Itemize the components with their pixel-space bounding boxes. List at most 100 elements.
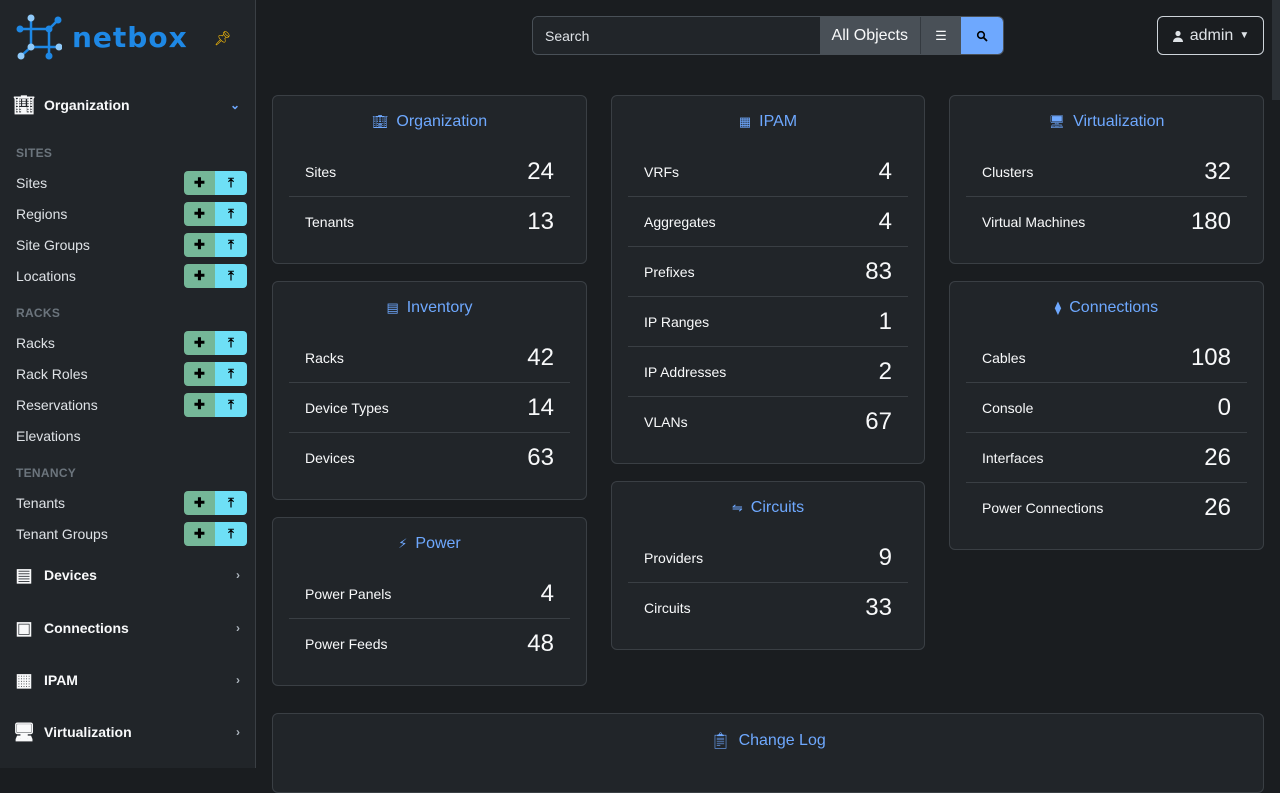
server-icon: ▤: [386, 299, 399, 315]
stat-count: 108: [1190, 343, 1231, 371]
stat-row-circuits[interactable]: Circuits 33: [628, 583, 908, 633]
netbox-logo[interactable]: netbox: [16, 14, 188, 60]
card-virtualization: 🖥︎ Virtualization Clusters 32 Virtual Machin…: [949, 95, 1264, 264]
chevron-right-icon: ›: [236, 725, 240, 739]
add-button[interactable]: ✚: [184, 202, 215, 226]
sidebar: netbox 📌︎ 🏢︎ Organization ⌄ SITES Sites ✚ ⤒ Reg…: [0, 0, 256, 768]
stat-row-ip-ranges[interactable]: IP Ranges 1: [628, 297, 908, 347]
stat-count: 13: [527, 208, 554, 235]
sidebar-group-connections[interactable]: ▣ Connections ›: [14, 618, 240, 638]
stat-row-ip-addresses[interactable]: IP Addresses 2: [628, 347, 908, 397]
sidebar-group-virtualization[interactable]: 🖥︎ Virtualization ›: [13, 722, 240, 742]
filter-icon[interactable]: ☰: [921, 17, 961, 54]
stat-row-console[interactable]: Console 0: [966, 383, 1247, 433]
sidebar-item-racks[interactable]: Racks ✚ ⤒: [16, 331, 247, 355]
sidebar-item-tenants[interactable]: Tenants ✚ ⤒: [16, 491, 247, 515]
search-scope-select[interactable]: All Objects: [819, 17, 921, 54]
add-button[interactable]: ✚: [184, 233, 215, 257]
import-button[interactable]: ⤒: [215, 264, 247, 288]
netbox-logo-icon: [16, 14, 62, 60]
stat-count: 63: [527, 444, 554, 471]
stat-row-prefixes[interactable]: Prefixes 83: [628, 247, 908, 297]
sidebar-item-locations[interactable]: Locations ✚ ⤒: [16, 264, 247, 288]
add-button[interactable]: ✚: [184, 171, 215, 195]
add-button[interactable]: ✚: [184, 331, 215, 355]
import-button[interactable]: ⤒: [215, 362, 247, 386]
stat-row-power-feeds[interactable]: Power Feeds 48: [289, 619, 570, 669]
card-inventory: ▤ Inventory Racks 42 Device Types 14 Devices 63: [272, 281, 587, 500]
sidebar-item-rack-roles[interactable]: Rack Roles ✚ ⤒: [16, 362, 247, 386]
stat-row-sites[interactable]: Sites 24: [289, 147, 570, 197]
stat-row-providers[interactable]: Providers 9: [628, 533, 908, 583]
scrollbar[interactable]: [1272, 0, 1280, 100]
chevron-right-icon: ›: [236, 568, 240, 582]
add-button[interactable]: ✚: [184, 362, 215, 386]
stat-row-clusters[interactable]: Clusters 32: [966, 147, 1247, 197]
monitor-icon: 🖥︎: [1048, 113, 1066, 129]
card-title: IPAM: [759, 112, 798, 130]
import-button[interactable]: ⤒: [215, 202, 247, 226]
stat-count: 26: [1204, 494, 1231, 521]
stat-count: 26: [1204, 443, 1231, 471]
stat-row-device-types[interactable]: Device Types 14: [289, 383, 570, 433]
stat-row-vlans[interactable]: VLANs 67: [628, 397, 908, 447]
sidebar-item-label: Rack Roles: [16, 366, 88, 382]
stat-count: 24: [527, 157, 554, 185]
import-button[interactable]: ⤒: [215, 522, 247, 546]
stat-count: 180: [1190, 208, 1231, 235]
changelog-title: Change Log: [738, 732, 826, 749]
card-title: Power: [415, 534, 461, 552]
sidebar-item-sites[interactable]: Sites ✚ ⤒: [16, 171, 247, 195]
stat-count: 14: [527, 393, 554, 421]
stat-label: IP Addresses: [644, 363, 727, 380]
search-button[interactable]: [961, 17, 1003, 54]
search-input[interactable]: [533, 17, 820, 54]
import-button[interactable]: ⤒: [215, 393, 247, 417]
import-button[interactable]: ⤒: [215, 491, 247, 515]
stat-count: 2: [878, 357, 892, 385]
add-button[interactable]: ✚: [184, 264, 215, 288]
pin-sidebar-icon[interactable]: 📌︎: [214, 30, 232, 46]
counter-icon: ▦: [738, 113, 752, 129]
user-name: admin: [1189, 26, 1234, 44]
stat-label: VLANs: [644, 414, 688, 430]
stat-label: Interfaces: [982, 449, 1044, 466]
import-button[interactable]: ⤒: [215, 331, 247, 355]
stat-label: Cables: [982, 349, 1026, 366]
stat-row-aggregates[interactable]: Aggregates 4: [628, 197, 908, 247]
stat-label: Circuits: [644, 600, 691, 616]
card-connections: ⧫ Connections Cables 108 Console 0 Interfaces 2…: [949, 281, 1264, 550]
stat-row-cables[interactable]: Cables 108: [966, 333, 1247, 383]
user-menu-button[interactable]: admin ▼: [1157, 16, 1264, 55]
stat-row-interfaces[interactable]: Interfaces 26: [966, 433, 1247, 483]
chevron-right-icon: ›: [236, 673, 240, 687]
stat-label: Devices: [305, 450, 355, 466]
stat-label: Power Panels: [305, 585, 392, 602]
add-button[interactable]: ✚: [184, 393, 215, 417]
sidebar-item-tenant-groups[interactable]: Tenant Groups ✚ ⤒: [16, 522, 247, 546]
stat-count: 1: [878, 307, 892, 335]
stat-row-vrfs[interactable]: VRFs 4: [628, 147, 908, 197]
sidebar-group-organization[interactable]: 🏢︎ Organization ⌄: [13, 95, 240, 115]
sidebar-item-regions[interactable]: Regions ✚ ⤒: [16, 202, 247, 226]
stat-row-power-panels[interactable]: Power Panels 4: [289, 569, 570, 619]
stat-row-virtual-machines[interactable]: Virtual Machines 180: [966, 197, 1247, 247]
stat-count: 83: [865, 257, 892, 285]
stat-label: VRFs: [644, 163, 679, 180]
sidebar-group-devices[interactable]: ▤ Devices ›: [14, 565, 240, 585]
sidebar-item-site-groups[interactable]: Site Groups ✚ ⤒: [16, 233, 247, 257]
add-button[interactable]: ✚: [184, 522, 215, 546]
add-button[interactable]: ✚: [184, 491, 215, 515]
sidebar-group-ipam[interactable]: ▦ IPAM ›: [14, 670, 240, 690]
import-button[interactable]: ⤒: [215, 233, 247, 257]
sidebar-item-reservations[interactable]: Reservations ✚ ⤒: [16, 393, 247, 417]
stat-count: 9: [878, 543, 892, 571]
sidebar-item-elevations[interactable]: Elevations: [16, 424, 247, 448]
stat-row-devices[interactable]: Devices 63: [289, 433, 570, 483]
server-icon: ▤: [15, 564, 33, 585]
stat-row-racks[interactable]: Racks 42: [289, 333, 570, 383]
import-button[interactable]: ⤒: [215, 171, 247, 195]
card-organization: 🏢︎ Organization Sites 24 Tenants 13: [272, 95, 587, 264]
stat-row-tenants[interactable]: Tenants 13: [289, 197, 570, 247]
stat-row-power-connections[interactable]: Power Connections 26: [966, 483, 1247, 533]
